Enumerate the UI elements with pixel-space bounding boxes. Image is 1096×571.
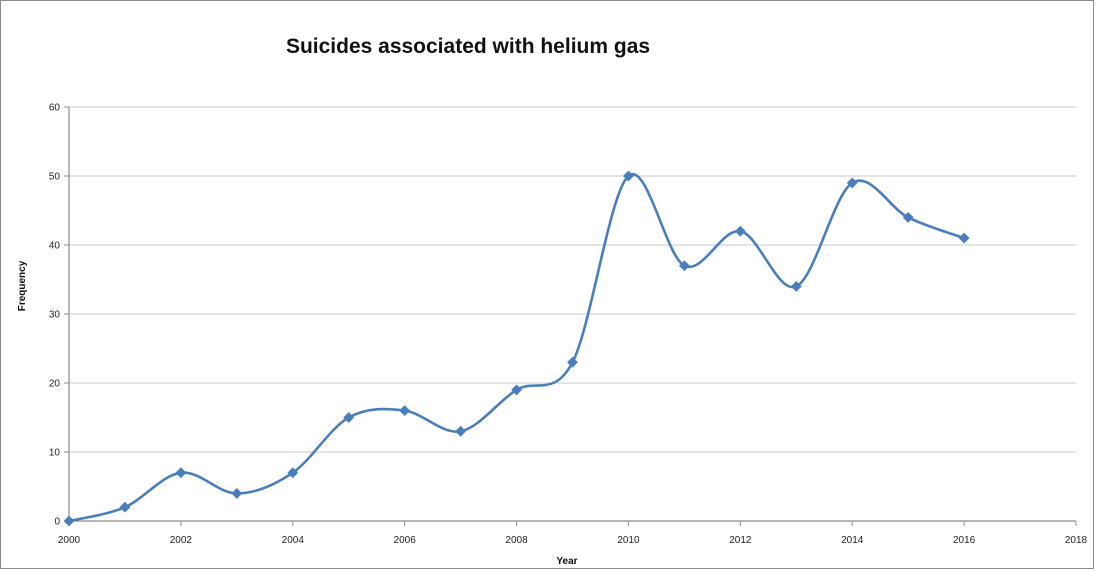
data-point-marker [623,170,634,182]
data-point-marker [902,211,914,223]
x-tick-label: 2000 [58,535,81,546]
chart-title: Suicides associated with helium gas [286,35,650,58]
data-point-marker [455,425,467,437]
y-tick-label: 40 [49,241,61,252]
data-point-marker [399,405,411,417]
series-markers [63,170,970,527]
x-tick-label: 2002 [170,535,193,546]
series-line [67,172,966,523]
y-tick-label: 0 [54,517,60,528]
x-tick-label: 2014 [841,535,864,546]
data-point-marker [63,515,75,527]
x-tick-label: 2006 [394,535,417,546]
x-tick-label: 2004 [282,535,305,546]
data-point-marker [567,356,578,368]
data-point-marker [231,487,243,499]
data-point-marker [343,412,355,423]
y-tick-label: 30 [49,310,61,321]
data-point-marker [119,501,131,513]
y-tick-label: 20 [49,379,61,390]
x-tick-labels: 2000 2002 2004 2006 2008 2010 2012 2014 2016 2018 [58,535,1088,546]
data-point-marker [175,467,187,479]
y-tick-label: 60 [49,103,61,114]
y-gridlines [69,106,1076,453]
y-axis-title: Frequency [17,260,28,311]
data-point-marker [790,280,802,292]
data-point-marker [734,225,746,237]
x-tick-label: 2010 [617,535,640,546]
data-point-marker [958,232,970,244]
axes [64,106,1077,526]
series-line-path [67,172,966,523]
data-point-marker [846,177,858,189]
data-point-marker [511,384,522,396]
x-tick-label: 2018 [1065,535,1088,546]
x-tick-label: 2016 [953,535,976,546]
y-tick-label: 50 [49,172,61,183]
data-point-marker [287,467,299,479]
x-tick-label: 2012 [729,535,752,546]
x-axis-title: Year [556,556,577,567]
x-tick-label: 2008 [505,535,528,546]
y-tick-labels: 0 10 20 30 40 50 60 [49,103,61,528]
y-tick-label: 10 [49,448,61,459]
data-point-marker [678,260,690,272]
